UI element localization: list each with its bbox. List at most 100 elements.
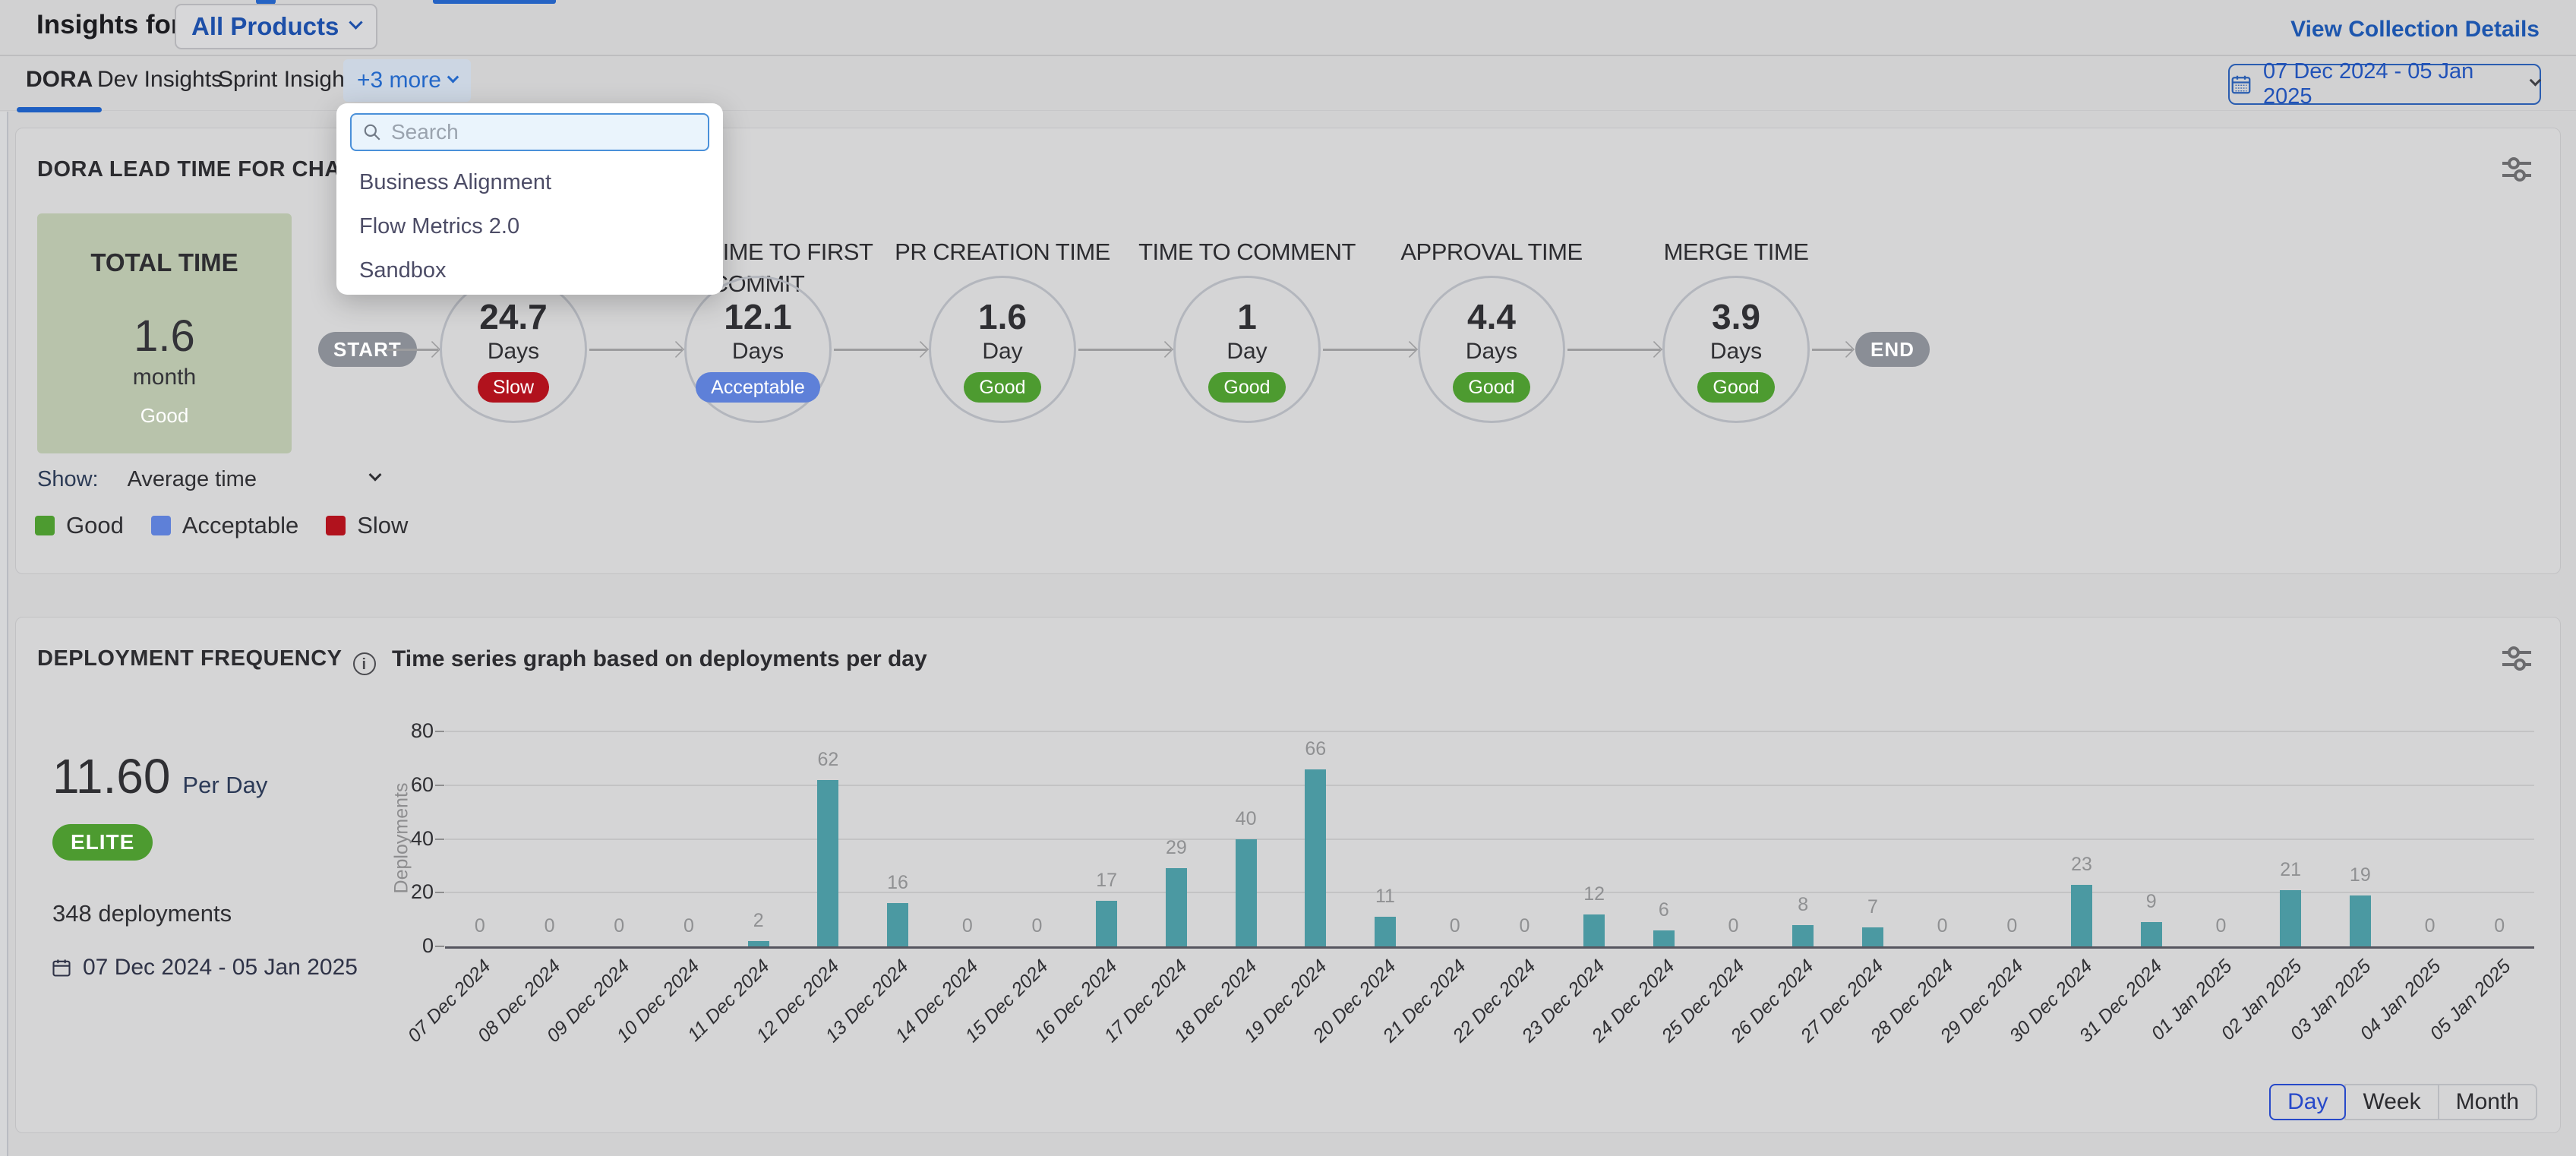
- total-time-label: TOTAL TIME: [90, 248, 238, 276]
- chart-settings-icon[interactable]: [2499, 154, 2534, 185]
- bar-value-label: 0: [2215, 915, 2227, 936]
- bar-slot[interactable]: 0 25 Dec 2024: [1657, 731, 1769, 1047]
- stage-circle: 4.4 Days Good: [1418, 276, 1565, 423]
- bar-slot[interactable]: 23 30 Dec 2024: [2006, 731, 2117, 1047]
- lead-time-pipeline: START 24.7 Days Slow LEAD TIME TO FIRST COMM…: [16, 128, 2560, 463]
- stage-unit: Days: [731, 339, 784, 364]
- bar-slot[interactable]: 17 16 Dec 2024: [1031, 731, 1141, 1047]
- bar-value-label: 7: [1867, 896, 1878, 918]
- bar-slot[interactable]: 40 18 Dec 2024: [1170, 731, 1281, 1047]
- bar-slot[interactable]: 0 15 Dec 2024: [961, 731, 1072, 1047]
- deployment-bar[interactable]: [2349, 895, 2371, 946]
- deployment-bar[interactable]: [817, 779, 839, 946]
- deployment-bar[interactable]: [2140, 922, 2162, 946]
- granularity-month-button[interactable]: Month: [2437, 1084, 2537, 1120]
- deployment-bar[interactable]: [2071, 884, 2093, 946]
- tab-dora[interactable]: DORA: [16, 67, 103, 112]
- dropdown-item-flow-metrics[interactable]: Flow Metrics 2.0: [359, 213, 520, 238]
- gridline: [445, 731, 2534, 732]
- deployment-bar[interactable]: [1583, 914, 1605, 946]
- bar-value-label: 62: [817, 748, 839, 770]
- deployment-bar[interactable]: [2280, 889, 2302, 946]
- show-value: Average time: [127, 466, 257, 491]
- bar-slot[interactable]: 0 10 Dec 2024: [613, 731, 724, 1047]
- bar-value-label: 0: [614, 915, 625, 936]
- bar-value-label: 29: [1165, 837, 1187, 859]
- bar-slot[interactable]: 8 26 Dec 2024: [1727, 731, 1838, 1047]
- bar-slot[interactable]: 0 04 Jan 2025: [2356, 731, 2465, 1044]
- bar-slot[interactable]: 66 19 Dec 2024: [1239, 731, 1350, 1047]
- calendar-icon: [2231, 75, 2251, 94]
- bar-slot[interactable]: 0 22 Dec 2024: [1448, 731, 1560, 1047]
- tab-dev-insights[interactable]: Dev Insights: [97, 67, 223, 92]
- tab-more-button[interactable]: +3 more: [343, 59, 471, 102]
- bar-value-label: 17: [1096, 869, 1118, 891]
- deployment-bar[interactable]: [747, 940, 769, 946]
- bar-slot[interactable]: 0 29 Dec 2024: [1936, 731, 2047, 1047]
- deployment-card-title: DEPLOYMENT FREQUENCY i: [37, 646, 376, 675]
- bar-slot[interactable]: 0 09 Dec 2024: [543, 731, 654, 1047]
- deployment-bar[interactable]: [1305, 769, 1327, 946]
- cutoff-fragment: [433, 0, 556, 4]
- bar-slot[interactable]: 2 11 Dec 2024: [683, 731, 794, 1046]
- bar-slot[interactable]: 0 08 Dec 2024: [473, 731, 585, 1047]
- chart-settings-icon[interactable]: [2499, 643, 2534, 674]
- bar-slot[interactable]: 29 17 Dec 2024: [1100, 731, 1211, 1047]
- stage-circle: 12.1 Days Acceptable: [684, 276, 832, 423]
- bar-value-label: 2: [753, 909, 764, 931]
- gridline: [445, 892, 2534, 894]
- info-icon[interactable]: i: [352, 652, 376, 675]
- deployment-bar[interactable]: [1861, 927, 1883, 946]
- bar-slot[interactable]: 7 27 Dec 2024: [1797, 731, 1908, 1047]
- bar-slot[interactable]: 0 01 Jan 2025: [2147, 731, 2256, 1044]
- bar-slot[interactable]: 16 13 Dec 2024: [822, 731, 933, 1047]
- project-selector-button[interactable]: All Products: [175, 4, 378, 49]
- page-title: Insights for: [36, 10, 182, 39]
- stage-label: MERGE TIME: [1663, 238, 1809, 265]
- date-range-picker[interactable]: 07 Dec 2024 - 05 Jan 2025: [2228, 59, 2542, 109]
- bar-value-label: 11: [1375, 886, 1395, 908]
- bar-slot[interactable]: 0 14 Dec 2024: [892, 731, 1002, 1047]
- rate-unit: Per Day: [182, 772, 268, 798]
- dropdown-item-sandbox[interactable]: Sandbox: [359, 257, 447, 283]
- pipeline-start-pill: START: [318, 332, 417, 367]
- bar-slot[interactable]: 21 02 Jan 2025: [2217, 731, 2325, 1044]
- deployment-bar[interactable]: [1374, 917, 1396, 946]
- show-selector[interactable]: Show: Average time: [37, 463, 382, 496]
- bar-slot[interactable]: 11 20 Dec 2024: [1309, 731, 1420, 1047]
- granularity-day-button[interactable]: Day: [2269, 1084, 2347, 1120]
- deployment-bar[interactable]: [1096, 900, 1118, 946]
- dropdown-search-box[interactable]: [350, 113, 709, 151]
- bar-slot[interactable]: 62 12 Dec 2024: [752, 731, 863, 1047]
- bar-slot[interactable]: 12 23 Dec 2024: [1518, 731, 1629, 1047]
- stage-unit: Day: [1226, 339, 1267, 364]
- deployment-bar[interactable]: [887, 903, 909, 946]
- bar-slot[interactable]: 0 21 Dec 2024: [1378, 731, 1490, 1047]
- bar-slot[interactable]: 19 03 Jan 2025: [2287, 731, 2395, 1044]
- deployment-frequency-card: DEPLOYMENT FREQUENCY i Time series graph …: [15, 617, 2561, 1133]
- bar-value-label: 0: [2494, 915, 2505, 936]
- total-time-status-badge: Good: [140, 403, 189, 427]
- bar-slot[interactable]: 0 07 Dec 2024: [404, 731, 515, 1047]
- stage-status-badge: Slow: [477, 372, 550, 403]
- deployment-bar[interactable]: [1792, 924, 1814, 946]
- chart-heading: Time series graph based on deployments p…: [392, 646, 927, 671]
- bar-slot[interactable]: 0 28 Dec 2024: [1866, 731, 1978, 1047]
- granularity-week-button[interactable]: Week: [2344, 1084, 2439, 1120]
- card-date-range-label: 07 Dec 2024 - 05 Jan 2025: [83, 955, 358, 980]
- bar-slot[interactable]: 9 31 Dec 2024: [2075, 731, 2186, 1047]
- legend-swatch-good: [35, 516, 55, 535]
- bar-slot[interactable]: 0 05 Jan 2025: [2426, 731, 2534, 1044]
- deployment-bar[interactable]: [1653, 930, 1675, 946]
- bar-slot[interactable]: 6 24 Dec 2024: [1588, 731, 1699, 1047]
- deployment-bar[interactable]: [1235, 839, 1257, 946]
- pipeline-arrow: [589, 349, 682, 351]
- deployment-bar[interactable]: [1165, 868, 1187, 946]
- legend-item-acceptable: Acceptable: [150, 512, 298, 539]
- stage-circle: 1.6 Day Good: [929, 276, 1076, 423]
- search-input[interactable]: [391, 120, 697, 144]
- view-collection-details-link[interactable]: View Collection Details: [2290, 17, 2540, 42]
- dropdown-item-business-alignment[interactable]: Business Alignment: [359, 169, 552, 194]
- tab-sprint-insights[interactable]: Sprint Insights: [218, 67, 363, 92]
